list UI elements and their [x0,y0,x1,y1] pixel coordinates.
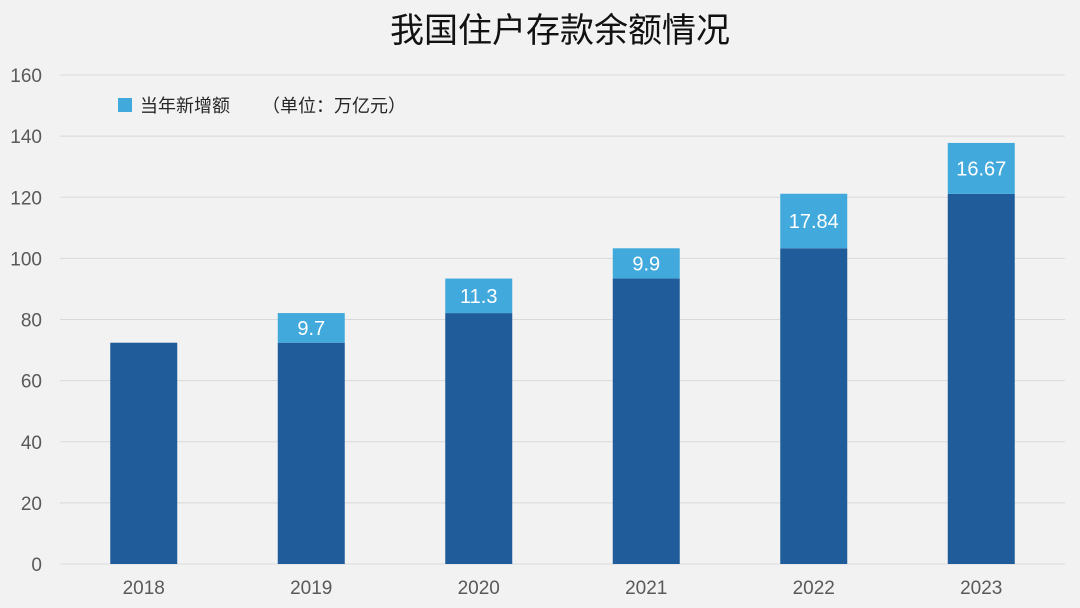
chart-title: 我国住户存款余额情况 [390,11,730,51]
bar-increase-2019 [277,313,345,343]
legend-label: 当年新增额 [140,96,230,117]
bar-base-2019 [277,342,345,564]
bars [110,142,1015,564]
gridlines [60,74,1065,565]
x-tick-label: 2023 [960,578,1002,599]
y-tick-label: 0 [31,555,42,576]
y-tick-label: 140 [10,127,42,148]
bar-increase-2021 [612,248,680,279]
y-tick-label: 120 [10,188,42,209]
data-label-2022: 17.84 [789,211,839,233]
data-labels: 9.7 11.3 9.9 17.84 16.67 [297,158,1006,339]
y-tick-label: 40 [21,433,42,454]
data-label-2021: 9.9 [632,253,660,275]
y-tick-label: 160 [10,66,42,87]
bar-increase-2020 [445,278,513,314]
x-tick-label: 2021 [625,578,667,599]
x-tick-label: 2019 [290,578,332,599]
y-tick-label: 80 [21,311,42,332]
y-axis: 0 20 40 60 80 100 120 140 160 [10,66,42,576]
bar-increase-2022 [780,193,848,249]
legend-swatch [118,98,132,112]
bar-base-2021 [612,278,680,564]
data-label-2019: 9.7 [297,318,325,340]
bar-base-2020 [445,313,513,564]
data-label-2020: 11.3 [460,286,497,308]
bar-increase-2023 [947,142,1015,194]
bar-base-2023 [947,193,1015,564]
legend-unit: （单位：万亿元） [262,96,406,117]
bar-base-2018 [110,342,178,564]
x-axis: 2018 2019 2020 2021 2022 2023 [123,578,1003,599]
bar-base-2022 [780,248,848,564]
y-tick-label: 60 [21,372,42,393]
x-tick-label: 2022 [793,578,835,599]
x-tick-label: 2020 [458,578,500,599]
legend: 当年新增额 （单位：万亿元） [118,96,406,117]
y-tick-label: 20 [21,494,42,515]
y-tick-label: 100 [10,249,42,270]
x-tick-label: 2018 [123,578,165,599]
data-label-2023: 16.67 [956,158,1006,180]
